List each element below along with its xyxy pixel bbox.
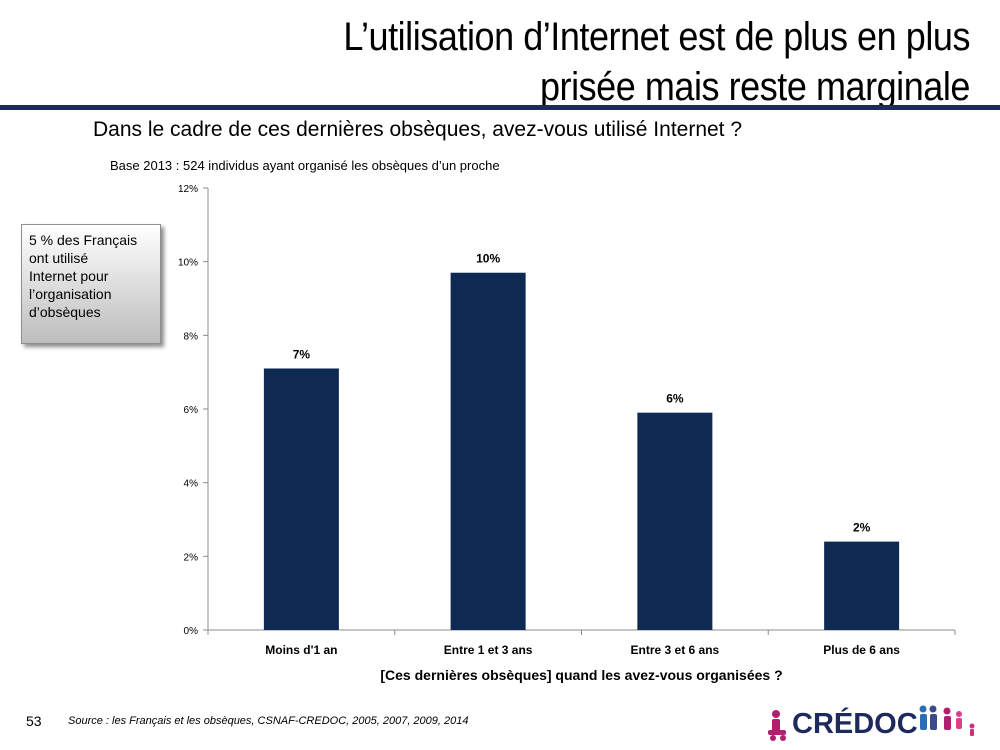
callout-line-5: d’obsèques bbox=[29, 304, 101, 320]
source-note: Source : les Français et les obsèques, C… bbox=[68, 715, 469, 727]
y-tick-label: 2% bbox=[184, 552, 199, 563]
base-note: Base 2013 : 524 individus ayant organisé… bbox=[110, 158, 500, 173]
data-label: 6% bbox=[666, 392, 684, 406]
data-label: 10% bbox=[476, 252, 500, 266]
x-category-label: Entre 1 et 3 ans bbox=[444, 643, 533, 657]
bar bbox=[637, 412, 713, 630]
data-label: 7% bbox=[293, 347, 311, 361]
title-divider bbox=[0, 105, 1000, 110]
slide-title-line-2: prisée mais reste marginale bbox=[539, 65, 970, 109]
callout-line-3: Internet pour bbox=[29, 268, 109, 284]
x-axis-title: [Ces dernières obsèques] quand les avez-… bbox=[380, 667, 782, 683]
y-tick-label: 8% bbox=[184, 331, 199, 342]
callout-line-1: 5 % des Français bbox=[29, 232, 138, 248]
callout-line-4: l’organisation bbox=[29, 286, 112, 302]
y-tick-label: 4% bbox=[184, 479, 199, 490]
bar bbox=[450, 272, 526, 630]
y-tick-label: 0% bbox=[184, 626, 199, 637]
bar bbox=[824, 541, 900, 630]
survey-question: Dans le cadre de ces dernières obsèques,… bbox=[93, 118, 743, 141]
slide-title-line-1: L’utilisation d’Internet est de plus en … bbox=[343, 15, 970, 59]
family-figures-icon bbox=[768, 705, 975, 741]
callout-box: 5 % des Français ont utilisé Internet po… bbox=[21, 224, 161, 344]
x-category-label: Moins d'1 an bbox=[265, 643, 337, 657]
callout-line-2: ont utilisé bbox=[29, 250, 89, 266]
x-category-label: Plus de 6 ans bbox=[823, 643, 900, 657]
x-category-label: Entre 3 et 6 ans bbox=[631, 643, 720, 657]
bar bbox=[263, 368, 339, 630]
y-tick-label: 12% bbox=[178, 184, 198, 195]
data-label: 2% bbox=[853, 521, 871, 535]
bar-chart: 0% 2% 4% 6% 8% 10% 12% 7% Moins d'1 an 10% Entre 1… bbox=[178, 184, 956, 683]
y-tick-label: 6% bbox=[184, 405, 199, 416]
y-tick-label: 10% bbox=[178, 258, 198, 269]
page-number: 53 bbox=[26, 713, 42, 729]
slide-title: L’utilisation d’Internet est de plus en … bbox=[160, 12, 970, 112]
logo-text: CRÉDOC bbox=[792, 706, 918, 740]
credoc-logo: CRÉDOC bbox=[768, 705, 975, 741]
